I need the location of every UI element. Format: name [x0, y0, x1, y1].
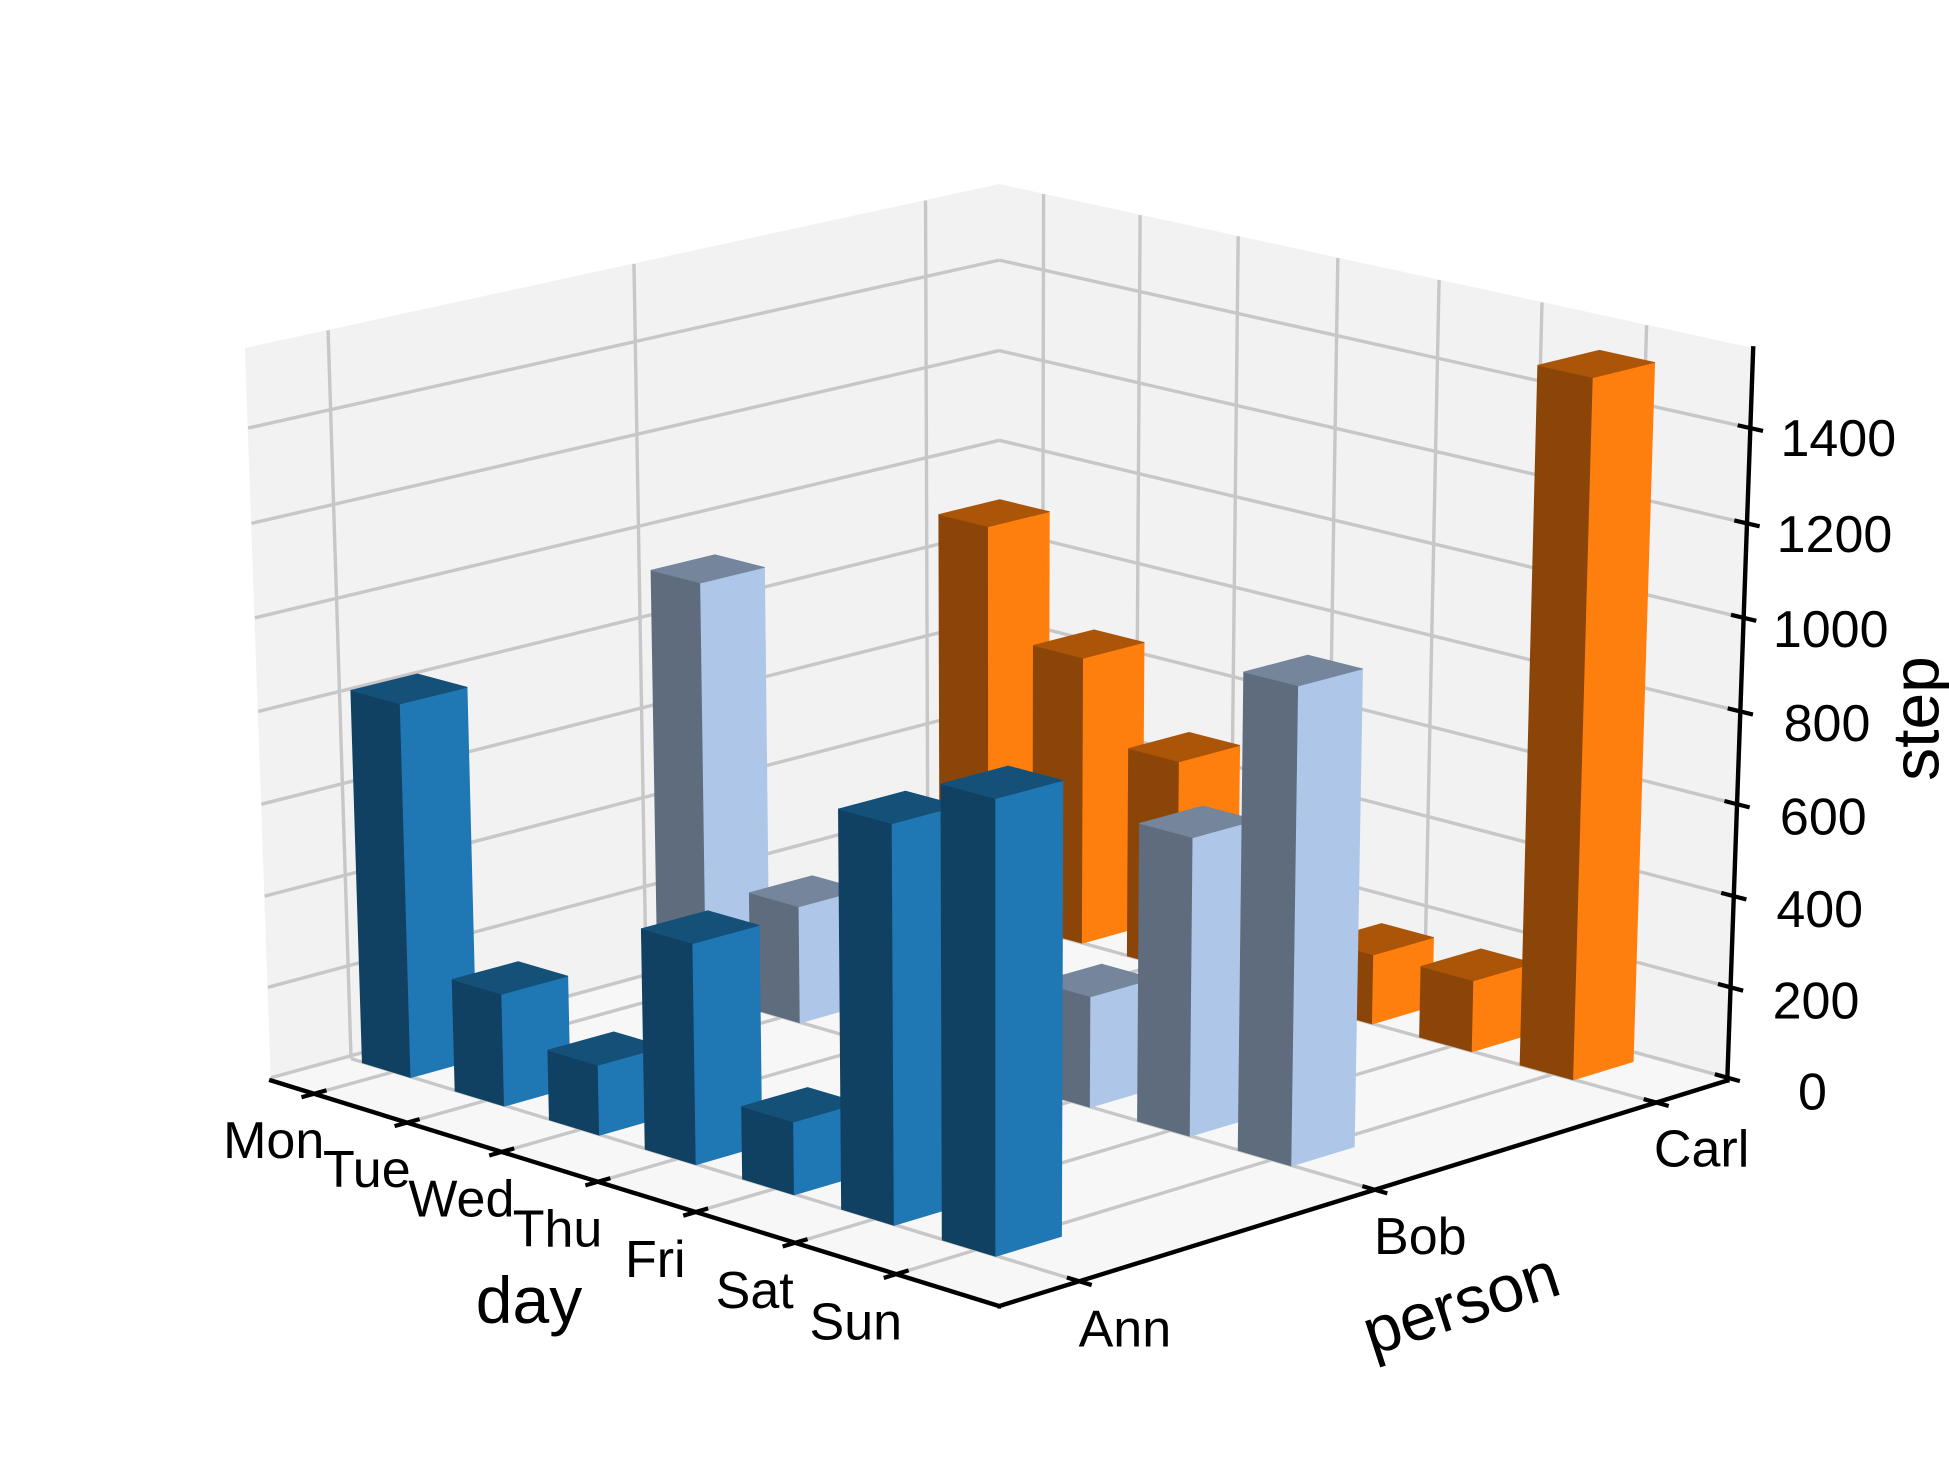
svg-text:Carl: Carl	[1654, 1120, 1749, 1178]
svg-text:200: 200	[1773, 973, 1860, 1031]
svg-text:Wed: Wed	[408, 1170, 514, 1228]
svg-text:Tue: Tue	[323, 1141, 411, 1199]
svg-text:Mon: Mon	[223, 1112, 324, 1170]
svg-text:Fri: Fri	[625, 1231, 686, 1289]
svg-text:800: 800	[1784, 695, 1871, 753]
svg-text:Ann: Ann	[1079, 1300, 1172, 1358]
svg-text:1200: 1200	[1777, 506, 1893, 564]
svg-text:0: 0	[1798, 1063, 1827, 1121]
svg-text:400: 400	[1776, 881, 1863, 939]
svg-text:day: day	[476, 1263, 582, 1337]
svg-text:step: step	[1879, 656, 1949, 781]
svg-text:1000: 1000	[1773, 601, 1889, 659]
svg-text:Sat: Sat	[716, 1262, 795, 1320]
svg-text:Sun: Sun	[810, 1293, 903, 1351]
svg-text:Thu: Thu	[513, 1200, 603, 1258]
svg-text:600: 600	[1780, 788, 1867, 846]
svg-text:1400: 1400	[1780, 410, 1896, 468]
svg-text:Bob: Bob	[1374, 1208, 1467, 1266]
